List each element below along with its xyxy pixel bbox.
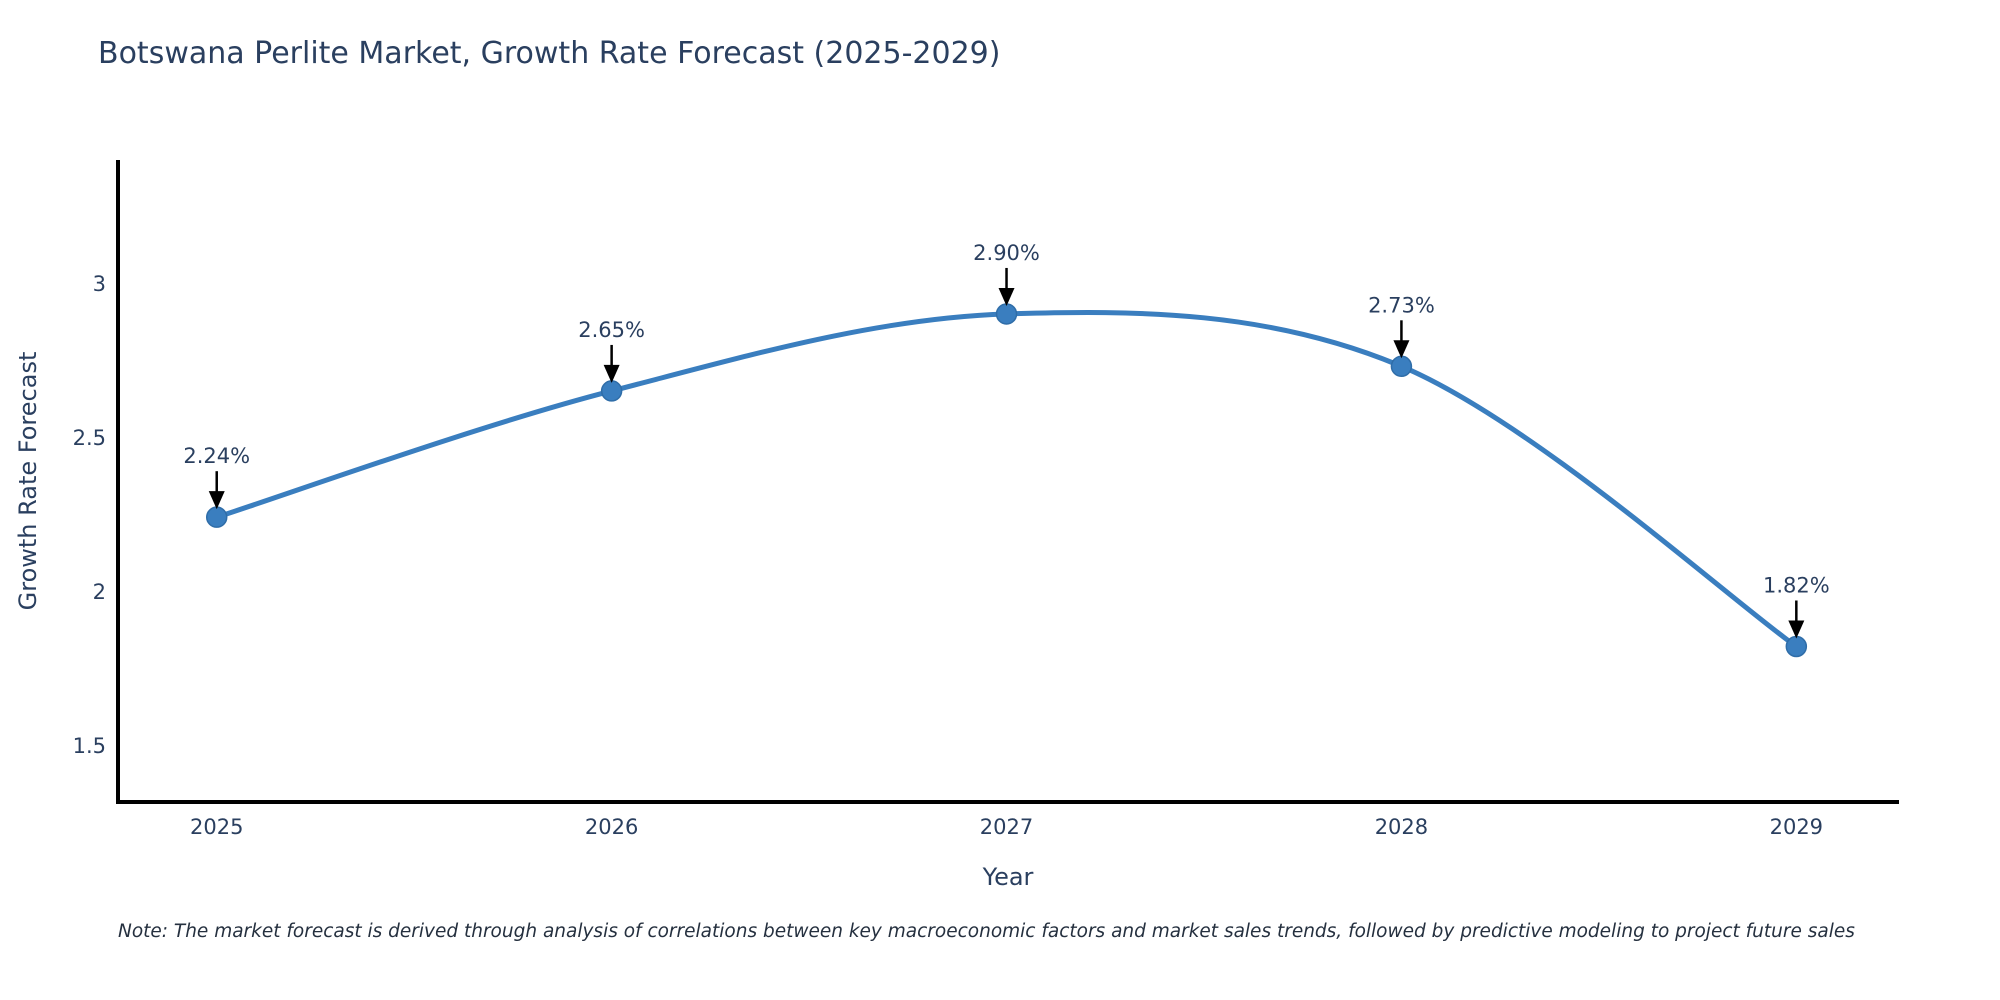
- footnote: Note: The market forecast is derived thr…: [118, 921, 1855, 942]
- axis-lines: [116, 160, 1899, 804]
- annotation-arrow-head: [208, 491, 225, 510]
- x-tick-label: 2028: [1375, 815, 1428, 839]
- annotation-arrow-head: [1393, 340, 1410, 359]
- annotation-arrow-head: [998, 287, 1015, 306]
- point-annotation-label: 2.73%: [1368, 293, 1435, 317]
- chart-title: Botswana Perlite Market, Growth Rate For…: [98, 36, 1001, 71]
- data-point: [1785, 635, 1808, 658]
- forecast-line: [214, 310, 1799, 650]
- point-annotation-label: 2.90%: [973, 241, 1040, 265]
- y-tick-label: 3: [93, 272, 106, 296]
- y-axis-title: Growth Rate Forecast: [14, 351, 42, 611]
- data-point: [1390, 355, 1413, 378]
- annotation-arrow-head: [1788, 620, 1805, 639]
- data-point: [205, 506, 228, 528]
- x-tick-label: 2025: [190, 815, 243, 839]
- data-point: [600, 380, 623, 402]
- point-annotation-label: 2.65%: [578, 318, 645, 342]
- y-tick-label: 1.5: [73, 734, 106, 758]
- y-tick-label: 2.5: [73, 426, 106, 450]
- x-axis-title: Year: [982, 863, 1034, 891]
- y-tick-label: 2: [93, 580, 106, 604]
- point-annotation-label: 2.24%: [183, 444, 250, 468]
- annotation-arrow-head: [603, 364, 620, 383]
- data-point: [995, 303, 1018, 325]
- point-annotation-label: 1.82%: [1763, 574, 1830, 598]
- x-tick-label: 2029: [1770, 815, 1823, 839]
- x-tick-label: 2027: [980, 815, 1033, 839]
- x-tick-label: 2026: [585, 815, 638, 839]
